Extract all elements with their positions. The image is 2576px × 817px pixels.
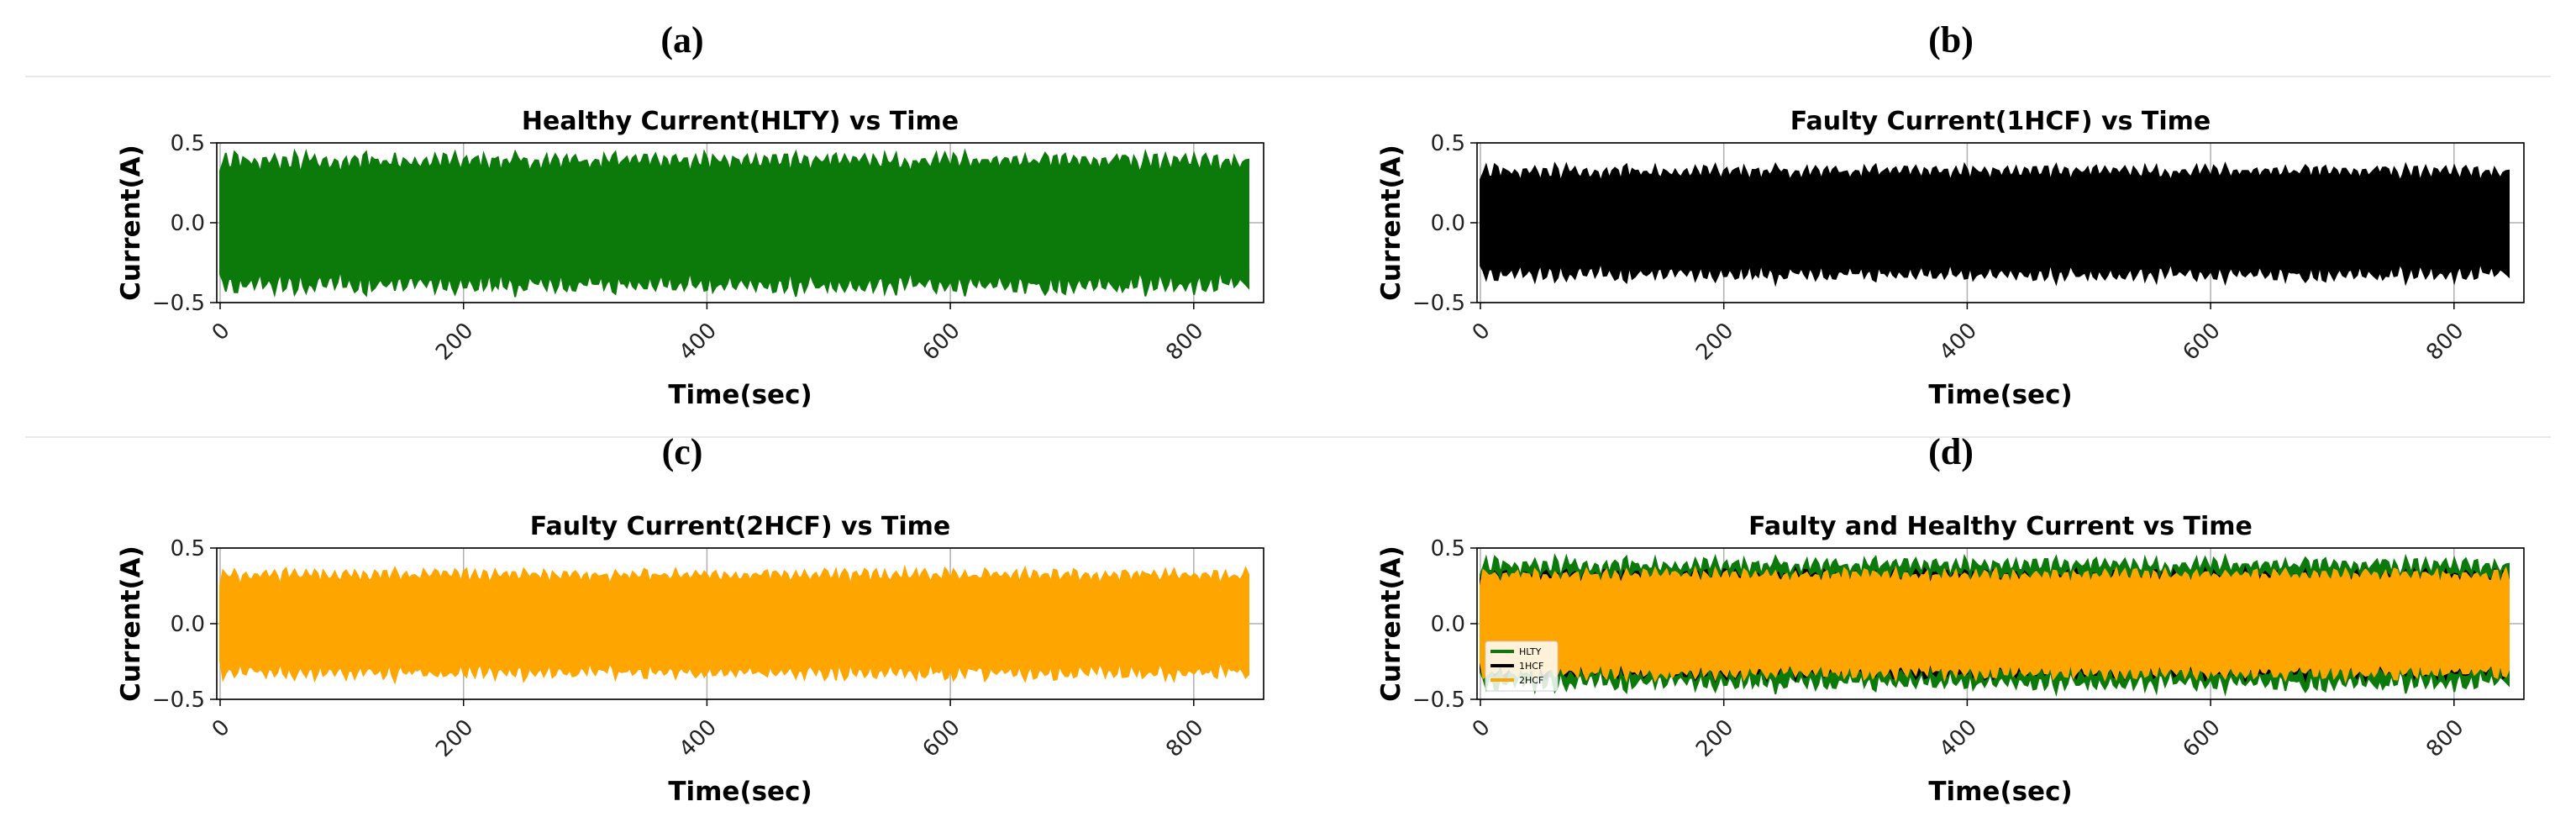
panel-label-d: (d) <box>1928 431 1974 472</box>
x-axis-label: Time(sec) <box>1928 380 2072 410</box>
subplot-title: Healthy Current(HLTY) vs Time <box>522 107 959 136</box>
x-axis-label: Time(sec) <box>668 777 812 807</box>
series-2hcf-line <box>1480 565 2510 684</box>
y-axis-label: Current(A) <box>116 546 146 702</box>
series-panel2-line <box>1480 161 2510 287</box>
series-panel3-line <box>219 564 1249 685</box>
x-tick-label: 200 <box>1691 714 1738 762</box>
legend: HLTY 1HCF 2HCF <box>1485 640 1559 692</box>
y-tick-label: 0.0 <box>1431 612 1465 637</box>
y-tick-label: −0.5 <box>1412 291 1465 316</box>
x-tick-label: 400 <box>675 714 722 762</box>
y-tick-label: −0.5 <box>152 291 205 316</box>
y-axis-label: Current(A) <box>1376 546 1406 702</box>
x-tick-label: 800 <box>1161 714 1208 762</box>
y-tick-label: 0.5 <box>1431 131 1465 156</box>
panel-label-c: (c) <box>661 431 703 472</box>
y-tick-label: 0.0 <box>1431 211 1465 236</box>
subplot-title: Faulty Current(1HCF) vs Time <box>1790 107 2211 136</box>
separator-middle <box>25 436 2551 438</box>
x-tick-label: 400 <box>1935 714 1982 762</box>
x-tick-label: 600 <box>2178 714 2225 762</box>
y-tick-label: 0.5 <box>171 536 205 561</box>
subplot-title: Faulty Current(2HCF) vs Time <box>530 512 951 541</box>
legend-entry: 1HCF <box>1519 661 1543 672</box>
x-tick-label: 0 <box>208 318 235 345</box>
y-tick-label: −0.5 <box>152 688 205 713</box>
x-tick-label: 200 <box>431 714 478 762</box>
subplot-title: Faulty and Healthy Current vs Time <box>1748 512 2253 541</box>
x-tick-label: 0 <box>1468 714 1496 742</box>
x-tick-label: 200 <box>431 318 478 365</box>
x-tick-label: 200 <box>1691 318 1738 365</box>
panel-label-b: (b) <box>1928 19 1974 61</box>
subplot-2: Faulty Current(1HCF) vs Time −0.5 0.0 0.5 0 2… <box>1376 107 2525 410</box>
y-tick-label: 0.0 <box>171 211 205 236</box>
x-tick-label: 800 <box>1161 318 1208 365</box>
x-axis-label: Time(sec) <box>1928 777 2072 807</box>
y-tick-label: 0.0 <box>171 612 205 637</box>
y-axis-label: Current(A) <box>116 145 146 301</box>
series-panel1-line <box>219 148 1249 298</box>
x-tick-label: 600 <box>917 318 965 365</box>
x-tick-label: 0 <box>208 714 235 742</box>
subplot-3: Faulty Current(2HCF) vs Time −0.5 0.0 0.5 0 2… <box>116 512 1264 807</box>
x-tick-label: 600 <box>917 714 965 762</box>
y-tick-label: 0.5 <box>1431 536 1465 561</box>
y-tick-label: −0.5 <box>1412 688 1465 713</box>
legend-entry: 2HCF <box>1519 675 1543 686</box>
x-tick-label: 400 <box>675 318 722 365</box>
x-tick-label: 400 <box>1935 318 1982 365</box>
subplot-1: Healthy Current(HLTY) vs Time −0.5 0.0 0.5 0… <box>116 107 1264 410</box>
x-axis-label: Time(sec) <box>668 380 812 410</box>
x-tick-label: 600 <box>2178 318 2225 365</box>
legend-entry: HLTY <box>1519 646 1542 657</box>
panel-label-a: (a) <box>660 19 704 61</box>
x-tick-label: 800 <box>2421 318 2468 365</box>
x-tick-label: 800 <box>2421 714 2468 762</box>
y-axis-label: Current(A) <box>1376 145 1406 301</box>
y-tick-label: 0.5 <box>171 131 205 156</box>
subplot-4: Faulty and Healthy Current vs Time −0.5 0.… <box>1376 512 2525 807</box>
x-tick-label: 0 <box>1468 318 1496 345</box>
separator-top <box>25 76 2551 77</box>
